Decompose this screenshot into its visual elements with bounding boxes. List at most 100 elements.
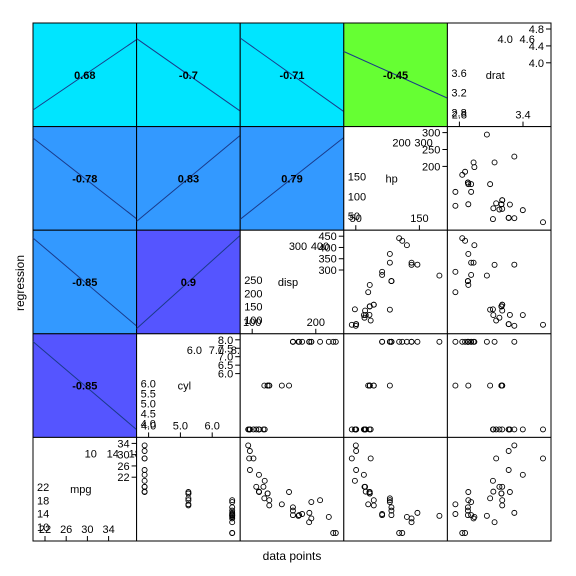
data-point [360,426,367,433]
data-point [362,488,369,495]
data-point [487,382,494,389]
data-point [317,338,324,345]
data-point [296,512,303,519]
tick-label: 450 [318,231,336,243]
data-point [295,338,302,345]
panel-mpg-drat [446,436,552,542]
data-point [491,261,498,268]
panel-cyl-mpg: -0.85 [32,333,138,438]
scatter-cell [446,126,552,231]
correlation-label: 0.83 [178,173,199,185]
tick-label: 3.6 [451,68,466,80]
data-point [468,259,475,266]
data-point [408,259,415,266]
data-point [471,514,478,520]
data-point [370,301,377,308]
data-point [386,259,393,266]
data-point [396,338,403,345]
data-point [348,455,355,462]
data-point [464,504,471,511]
tick-label: 22 [39,524,51,536]
data-point [332,338,339,345]
tick-label: 10 [37,522,49,534]
data-point [452,289,459,296]
tick-label: 200 [307,317,325,329]
data-point [506,311,513,318]
data-point [141,489,148,495]
data-point [386,499,393,506]
tick-label: 200 [392,138,410,150]
data-point [253,483,260,490]
data-point [499,502,506,509]
data-point [489,477,496,484]
tick-label: 34 [102,524,114,536]
data-point [367,455,374,462]
data-point [286,382,292,389]
panel-hp-cyl: 0.83 [136,126,241,231]
data-point [403,242,410,249]
data-point [370,502,377,509]
data-point [489,306,496,313]
correlation-line [32,237,137,327]
correlation-label: -0.45 [383,70,408,82]
data-point [229,519,236,526]
tick-label: 6.0 [187,345,202,357]
data-point [366,426,373,433]
tick-label: 6.0 [218,369,233,381]
data-point [353,467,360,473]
data-point [511,322,518,329]
correlation-label: -0.7 [179,70,198,82]
data-point [436,338,443,345]
data-point [452,338,459,345]
tick-label: 14 [37,509,49,521]
data-point [388,512,395,519]
data-point [483,272,490,279]
tick-label: 34 [117,438,129,450]
data-point [519,471,526,478]
tick-label: 30 [117,450,129,462]
data-point [511,338,518,345]
data-point [436,272,443,279]
tick-label: 350 [318,254,336,266]
data-point [386,382,393,389]
data-point [540,219,546,226]
correlation-line [136,135,241,222]
data-point [289,512,296,519]
data-point [325,514,332,520]
data-point [490,426,497,433]
data-point [308,338,315,345]
data-point [470,259,477,266]
data-point [496,483,503,490]
data-point [414,509,421,516]
data-point [351,306,358,313]
correlation-line [136,38,241,112]
panel-drat-hp: -0.45 [343,22,448,128]
data-point [491,519,498,526]
data-point [464,278,471,285]
data-point [499,483,506,490]
data-point [403,514,410,520]
scatter-cell [239,333,345,438]
data-point [452,501,459,508]
data-point [388,507,395,514]
data-point [483,512,490,519]
tick-label: 3.4 [515,110,530,122]
data-point [452,188,459,195]
tick-label: 5.0 [141,399,156,411]
correlation-label: -0.85 [72,277,97,289]
tick-label: 100 [348,191,366,203]
data-point [505,448,512,454]
data-point [306,338,313,345]
tick-label: 22 [117,472,129,484]
tick-label: 2.8 [451,108,466,120]
data-point [185,495,192,502]
y-axis-label: regression [13,255,27,311]
data-point [264,382,271,389]
data-point [471,338,478,345]
data-point [246,455,253,462]
correlation-label: 0.68 [74,70,95,82]
data-point [386,250,393,257]
data-point [414,338,421,345]
tick-label: 300 [318,265,336,277]
